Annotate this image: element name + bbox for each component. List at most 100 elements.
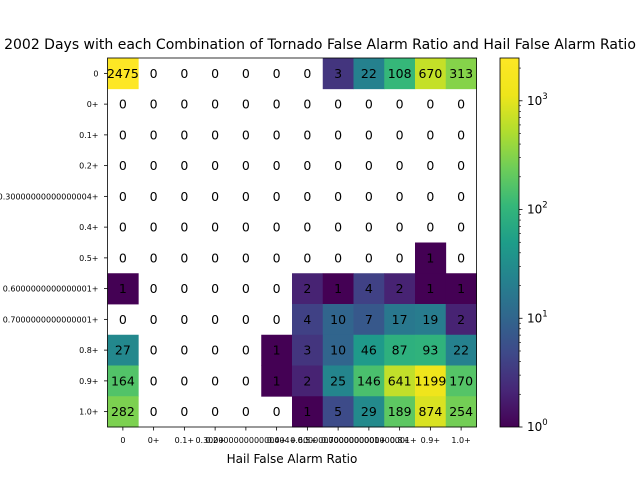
cell-value-label: 0	[150, 281, 158, 296]
cell-value-label: 1	[457, 281, 465, 296]
cell-value-label: 0	[242, 250, 250, 265]
cell-value-label: 0	[273, 97, 281, 112]
cell-value-label: 0	[365, 127, 373, 142]
cell-value-label: 0	[303, 250, 311, 265]
cell-value-label: 22	[361, 66, 377, 81]
cell-value-label: 0	[211, 250, 219, 265]
cell-value-label: 27	[115, 343, 131, 358]
cell-value-label: 0	[303, 97, 311, 112]
heatmap-cell	[445, 273, 477, 305]
cell-value-label: 0	[180, 250, 188, 265]
cell-value-label: 0	[180, 158, 188, 173]
cell-value-label: 0	[242, 281, 250, 296]
cell-value-label: 29	[361, 404, 377, 419]
cell-value-label: 0	[242, 158, 250, 173]
cell-value-label: 0	[334, 158, 342, 173]
x-tick-label: 0.4+	[267, 436, 286, 445]
cell-value-label: 0	[211, 343, 219, 358]
cell-value-label: 170	[449, 373, 473, 388]
heatmap-cells	[107, 58, 477, 428]
heatmap-cell	[415, 273, 447, 305]
cell-value-label: 0	[457, 158, 465, 173]
cell-value-label: 0	[273, 404, 281, 419]
cell-value-label: 0	[150, 343, 158, 358]
cell-value-label: 87	[392, 343, 408, 358]
cell-value-label: 0	[150, 220, 158, 235]
cell-value-label: 0	[426, 189, 434, 204]
cell-value-label: 0	[211, 312, 219, 327]
heatmap-cell	[107, 396, 139, 428]
cell-value-label: 0	[273, 220, 281, 235]
cell-value-label: 670	[418, 66, 442, 81]
heatmap-cell	[415, 334, 447, 366]
cell-value-label: 1199	[414, 373, 446, 388]
cell-value-label: 0	[303, 158, 311, 173]
x-tick-label: 1.0+	[451, 436, 470, 445]
heatmap-cell	[322, 396, 354, 428]
x-tick-label: 0.5+	[298, 436, 317, 445]
cell-value-label: 0	[180, 404, 188, 419]
cell-value-label: 108	[388, 66, 412, 81]
cell-value-label: 0	[180, 312, 188, 327]
cell-value-label: 0	[303, 127, 311, 142]
cell-value-label: 0	[365, 158, 373, 173]
cell-value-label: 0	[334, 250, 342, 265]
cell-value-label: 0	[365, 189, 373, 204]
heatmap-cell	[445, 304, 477, 336]
cell-value-label: 0	[303, 189, 311, 204]
cell-value-label: 0	[150, 66, 158, 81]
cell-value-label: 10	[330, 343, 346, 358]
heatmap-cell	[415, 58, 447, 90]
heatmap-cell	[384, 334, 416, 366]
colorbar-tick-label: 100	[527, 418, 548, 434]
cell-value-label: 17	[392, 312, 408, 327]
cell-value-label: 4	[365, 281, 373, 296]
cell-value-label: 0	[365, 97, 373, 112]
heatmap-cell	[322, 273, 354, 305]
cell-value-label: 2	[457, 312, 465, 327]
cell-value-label: 874	[418, 404, 442, 419]
cell-value-label: 0	[211, 158, 219, 173]
cell-value-label: 0	[180, 189, 188, 204]
y-tick-label: 0.30000000000000004+	[0, 192, 99, 201]
y-tick-label: 0	[93, 69, 98, 78]
cell-value-label: 0	[119, 220, 127, 235]
y-tick-label: 0.2+	[79, 162, 98, 171]
cell-value-label: 19	[422, 312, 438, 327]
cell-value-label: 2	[303, 281, 311, 296]
cell-value-label: 0	[242, 312, 250, 327]
cell-value-label: 0	[396, 127, 404, 142]
cell-value-label: 0	[396, 158, 404, 173]
cell-value-label: 0	[180, 373, 188, 388]
cell-value-label: 10	[330, 312, 346, 327]
cell-value-label: 1	[119, 281, 127, 296]
heatmap-cell	[415, 242, 447, 274]
heatmap-cell	[292, 273, 324, 305]
heatmap-cell	[353, 334, 385, 366]
cell-value-label: 0	[150, 97, 158, 112]
cell-value-label: 0	[180, 127, 188, 142]
cell-value-label: 0	[365, 220, 373, 235]
cell-value-label: 0	[180, 343, 188, 358]
x-tick-label: 0+	[148, 436, 160, 445]
cell-value-label: 0	[396, 250, 404, 265]
cell-value-label: 0	[211, 281, 219, 296]
cell-value-label: 0	[457, 220, 465, 235]
plot-frame	[107, 57, 477, 428]
x-tick-label: 0.6000000000000001+	[290, 436, 386, 445]
cell-value-label: 0	[273, 312, 281, 327]
colorbar-tick-label: 102	[527, 201, 548, 217]
heatmap-cell	[261, 365, 293, 397]
y-tick-label: 1.0+	[79, 408, 98, 417]
cell-value-label: 0	[211, 404, 219, 419]
cell-value-label: 0	[150, 189, 158, 204]
heatmap-cell	[353, 396, 385, 428]
cell-value-label: 0	[457, 250, 465, 265]
heatmap-cell	[384, 304, 416, 336]
cell-value-label: 0	[334, 127, 342, 142]
cell-value-label: 2475	[107, 66, 139, 81]
cell-value-label: 0	[211, 220, 219, 235]
cell-value-label: 1	[273, 373, 281, 388]
cell-value-label: 0	[180, 97, 188, 112]
